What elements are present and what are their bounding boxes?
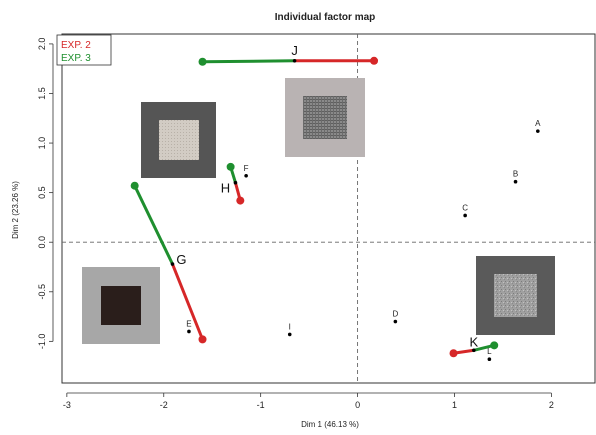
point-label-L: L [487, 347, 492, 356]
x-tick-label: 1 [452, 400, 457, 410]
legend-box [56, 34, 112, 66]
point-H [233, 180, 238, 185]
x-tick-label: -2 [160, 400, 168, 410]
chart-title: Individual factor map [275, 12, 376, 23]
x-tick-label: -1 [257, 400, 265, 410]
endpoint-J-exp3 [198, 57, 207, 66]
legend-entry-exp2: EXP. 2 [61, 40, 91, 51]
point-F [244, 173, 248, 178]
segment-label-J: J [291, 43, 298, 58]
endpoint-G-exp3 [130, 181, 139, 190]
segment-label-G: G [176, 252, 186, 267]
y-tick-label: 0.5 [37, 186, 47, 199]
point-label-F: F [244, 164, 249, 173]
x-axis-label: Dim 1 (46.13 %) [301, 420, 359, 429]
endpoint-H-exp3 [226, 162, 235, 171]
point-C [463, 213, 467, 218]
point-label-C: C [462, 203, 468, 212]
point-label-D: D [392, 310, 398, 319]
y-tick-label: 1.5 [37, 87, 47, 100]
point-D [393, 319, 398, 324]
point-label-A: A [535, 119, 541, 128]
endpoint-K-exp2 [449, 349, 458, 358]
segment-G-exp2 [170, 262, 205, 341]
x-axis-ticks: -3 -2 -1 0 1 2 [63, 392, 554, 410]
y-tick-label: -0.5 [37, 284, 47, 300]
inset-swatch [303, 96, 347, 139]
individual-points: A B C D E F I L [186, 119, 541, 362]
y-tick-label: 2.0 [37, 38, 47, 51]
y-axis-ticks: -1.0 -0.5 0.0 0.5 1.0 1.5 2.0 [37, 38, 54, 350]
x-tick-label: 2 [549, 400, 554, 410]
segment-G-exp3 [133, 184, 174, 266]
inset-texture-mesh-medium [285, 78, 365, 157]
inset-texture-fine-light [141, 102, 216, 178]
point-L [487, 357, 492, 362]
segment-label-H: H [221, 181, 230, 196]
legend: EXP. 2 EXP. 3 [56, 34, 112, 66]
point-I [287, 332, 292, 337]
endpoint-K-exp3 [490, 341, 499, 350]
x-tick-label: 0 [355, 400, 360, 410]
x-tick-label: -3 [63, 400, 71, 410]
inset-swatch [494, 274, 537, 317]
inset-texture-dark-brown [82, 267, 160, 344]
point-B [513, 179, 518, 184]
endpoint-J-exp2 [370, 56, 379, 65]
endpoint-H-exp2 [236, 196, 245, 205]
point-label-I: I [289, 322, 291, 331]
point-J [292, 58, 297, 63]
y-axis-label: Dim 2 (23.26 %) [11, 181, 20, 239]
point-A [536, 129, 540, 133]
plot-area-border [61, 33, 596, 384]
endpoint-G-exp2 [198, 335, 207, 344]
inset-texture-speckle-gray [476, 256, 555, 335]
y-tick-label: 1.0 [37, 137, 47, 150]
point-E [187, 329, 191, 334]
legend-entry-exp3: EXP. 3 [61, 53, 91, 64]
point-K [472, 348, 476, 353]
y-tick-label: 0.0 [37, 236, 47, 249]
inset-swatch [101, 286, 141, 325]
point-G [170, 262, 175, 266]
point-label-E: E [186, 319, 191, 328]
y-tick-label: -1.0 [37, 334, 47, 350]
experiment-segments: J H G K [130, 43, 499, 358]
segment-J-exp3 [201, 59, 297, 64]
inset-swatch [159, 120, 199, 160]
point-label-B: B [513, 170, 518, 179]
segment-label-K: K [470, 334, 479, 349]
